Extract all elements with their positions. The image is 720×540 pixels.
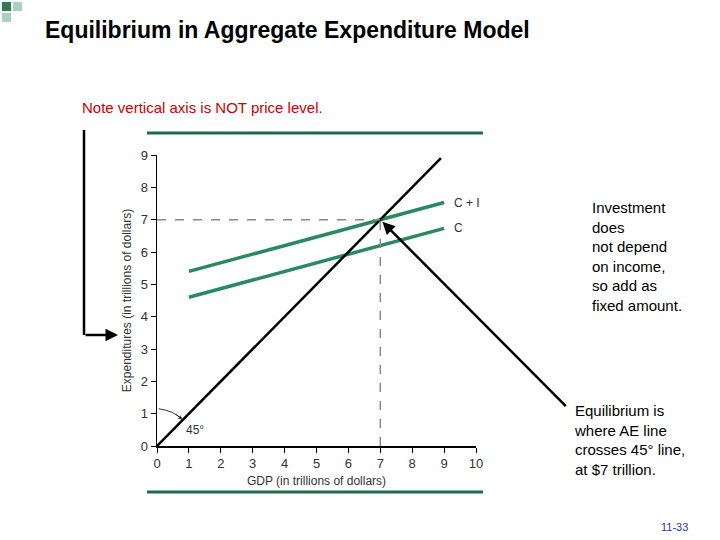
svg-text:2: 2 bbox=[217, 456, 224, 471]
svg-text:0: 0 bbox=[141, 439, 148, 454]
svg-text:8: 8 bbox=[141, 180, 148, 195]
svg-text:1: 1 bbox=[141, 406, 148, 421]
svg-text:6: 6 bbox=[345, 456, 352, 471]
svg-text:0: 0 bbox=[153, 456, 160, 471]
svg-text:10: 10 bbox=[469, 456, 483, 471]
svg-text:Note vertical axis is NOT pric: Note vertical axis is NOT price level. bbox=[82, 99, 323, 116]
svg-text:8: 8 bbox=[409, 456, 416, 471]
svg-text:7: 7 bbox=[141, 212, 148, 227]
svg-text:6: 6 bbox=[141, 245, 148, 260]
svg-text:3: 3 bbox=[141, 342, 148, 357]
svg-text:2: 2 bbox=[141, 374, 148, 389]
svg-text:C + I: C + I bbox=[454, 196, 480, 210]
svg-text:11-33: 11-33 bbox=[661, 521, 688, 533]
svg-text:Equilibrium in Aggregate Expen: Equilibrium in Aggregate Expenditure Mod… bbox=[45, 17, 530, 43]
svg-text:1: 1 bbox=[185, 456, 192, 471]
svg-text:4: 4 bbox=[141, 309, 148, 324]
svg-text:7: 7 bbox=[377, 456, 384, 471]
svg-text:3: 3 bbox=[249, 456, 256, 471]
svg-text:C: C bbox=[454, 221, 463, 235]
svg-text:9: 9 bbox=[440, 456, 447, 471]
svg-text:Expenditures (in trillions of: Expenditures (in trillions of dollars) bbox=[120, 209, 134, 392]
svg-text:45°: 45° bbox=[186, 423, 204, 437]
svg-text:5: 5 bbox=[141, 277, 148, 292]
svg-text:5: 5 bbox=[313, 456, 320, 471]
svg-text:Equilibrium iswhere AE linecro: Equilibrium iswhere AE linecrosses 45° l… bbox=[574, 402, 685, 478]
svg-text:Investmentdoesnot dependon inc: Investmentdoesnot dependon income,so add… bbox=[592, 199, 682, 314]
svg-text:4: 4 bbox=[281, 456, 288, 471]
svg-text:9: 9 bbox=[141, 148, 148, 163]
svg-text:GDP (in trillions of dollars): GDP (in trillions of dollars) bbox=[247, 474, 386, 488]
